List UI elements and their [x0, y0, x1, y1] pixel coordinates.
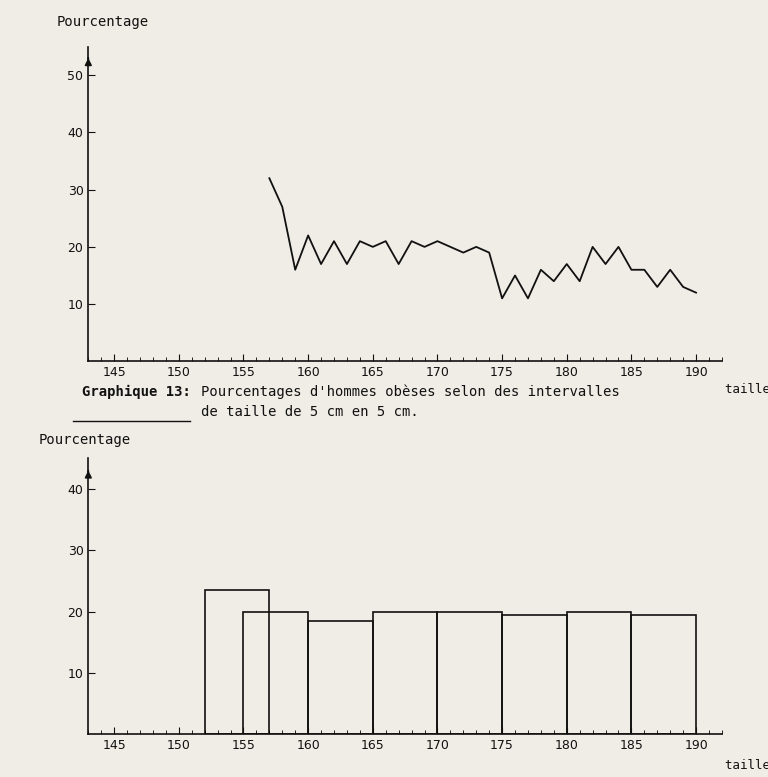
Bar — [567, 611, 631, 734]
Bar — [631, 615, 696, 734]
Bar — [502, 615, 567, 734]
Bar — [372, 611, 438, 734]
Text: taille en cm: taille en cm — [725, 383, 768, 396]
Bar — [308, 621, 372, 734]
Bar — [205, 591, 270, 734]
Text: taille en cm: taille en cm — [725, 759, 768, 772]
Text: Pourcentages d'hommes obèses selon des intervalles
de taille de 5 cm en 5 cm.: Pourcentages d'hommes obèses selon des i… — [200, 385, 620, 419]
Bar — [243, 611, 308, 734]
Text: Pourcentage: Pourcentage — [38, 433, 131, 447]
Text: Graphique 13:: Graphique 13: — [81, 385, 190, 399]
Text: Pourcentage: Pourcentage — [57, 15, 149, 30]
Bar — [438, 611, 502, 734]
